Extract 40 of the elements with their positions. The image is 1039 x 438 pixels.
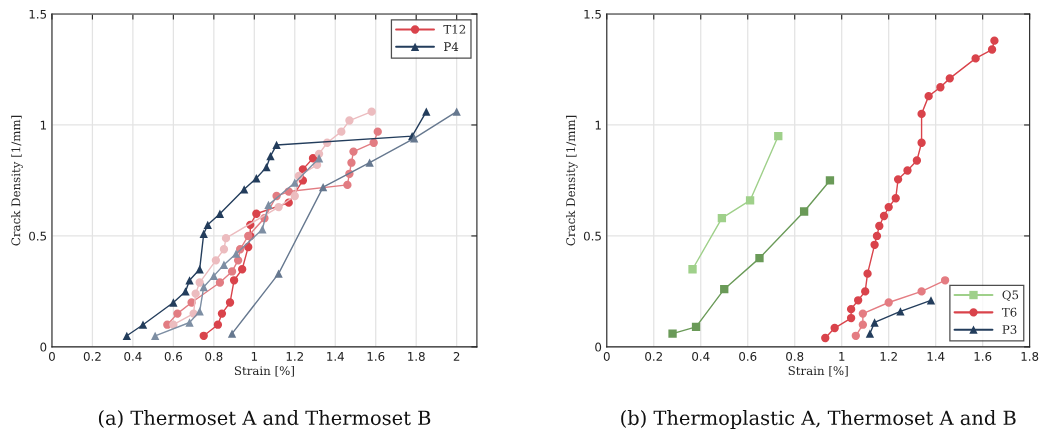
x-tick-label: 1.8 <box>1021 351 1039 361</box>
text: (b) Thermoplastic A, Thermoset A and B <box>621 410 1016 429</box>
x-tick-label: 1 <box>839 352 845 361</box>
y-tick-label: 1 <box>595 120 601 130</box>
y-axis-title: Crack Density [1/mm] <box>11 115 23 246</box>
x-tick-label: 1.4 <box>327 352 344 361</box>
legend-label: T12 <box>443 24 466 34</box>
x-tick-label: 1 <box>251 352 257 361</box>
y-axis-title: Crack Density [1/mm] <box>565 115 578 246</box>
x-tick-label: 0.2 <box>83 351 101 361</box>
x-tick-label: 0.4 <box>124 351 142 361</box>
x-tick-label: 0.4 <box>692 351 710 361</box>
x-tick-label: 1.6 <box>974 351 992 361</box>
legend-label: P3 <box>1002 325 1017 334</box>
y-tick-label: 1.5 <box>584 9 601 19</box>
text: (a) Thermoset A and Thermoset B <box>98 410 431 428</box>
legend-label: Q5 <box>1002 290 1019 302</box>
x-tick-label: 0.8 <box>205 351 223 361</box>
x-tick-label: 1.4 <box>927 352 945 361</box>
y-tick-label: 0 <box>595 342 602 352</box>
y-tick-label: 1 <box>40 120 46 130</box>
y-tick-label: 0.5 <box>29 231 47 241</box>
x-axis-title: Strain [%] <box>234 365 294 377</box>
x-tick-label: 1.2 <box>880 351 897 361</box>
x-tick-label: 1.2 <box>286 351 303 361</box>
legend-label: P4 <box>444 42 459 51</box>
x-tick-label: 2 <box>453 351 460 361</box>
x-tick-label: 0 <box>603 351 610 361</box>
x-axis-title: Strain [%] <box>788 365 848 377</box>
x-tick-label: 1.6 <box>367 351 385 361</box>
y-tick-label: 0.5 <box>583 231 601 241</box>
x-tick-label: 0.2 <box>645 351 662 361</box>
y-tick-label: 1.5 <box>29 9 47 19</box>
x-tick-label: 1.8 <box>408 351 425 361</box>
x-tick-label: 0 <box>48 351 55 361</box>
x-tick-label: 0.8 <box>786 351 804 361</box>
x-tick-label: 0.6 <box>164 351 183 361</box>
legend-label: T6 <box>1001 307 1017 317</box>
y-tick-label: 0 <box>40 342 47 352</box>
x-tick-label: 0.6 <box>739 351 757 361</box>
